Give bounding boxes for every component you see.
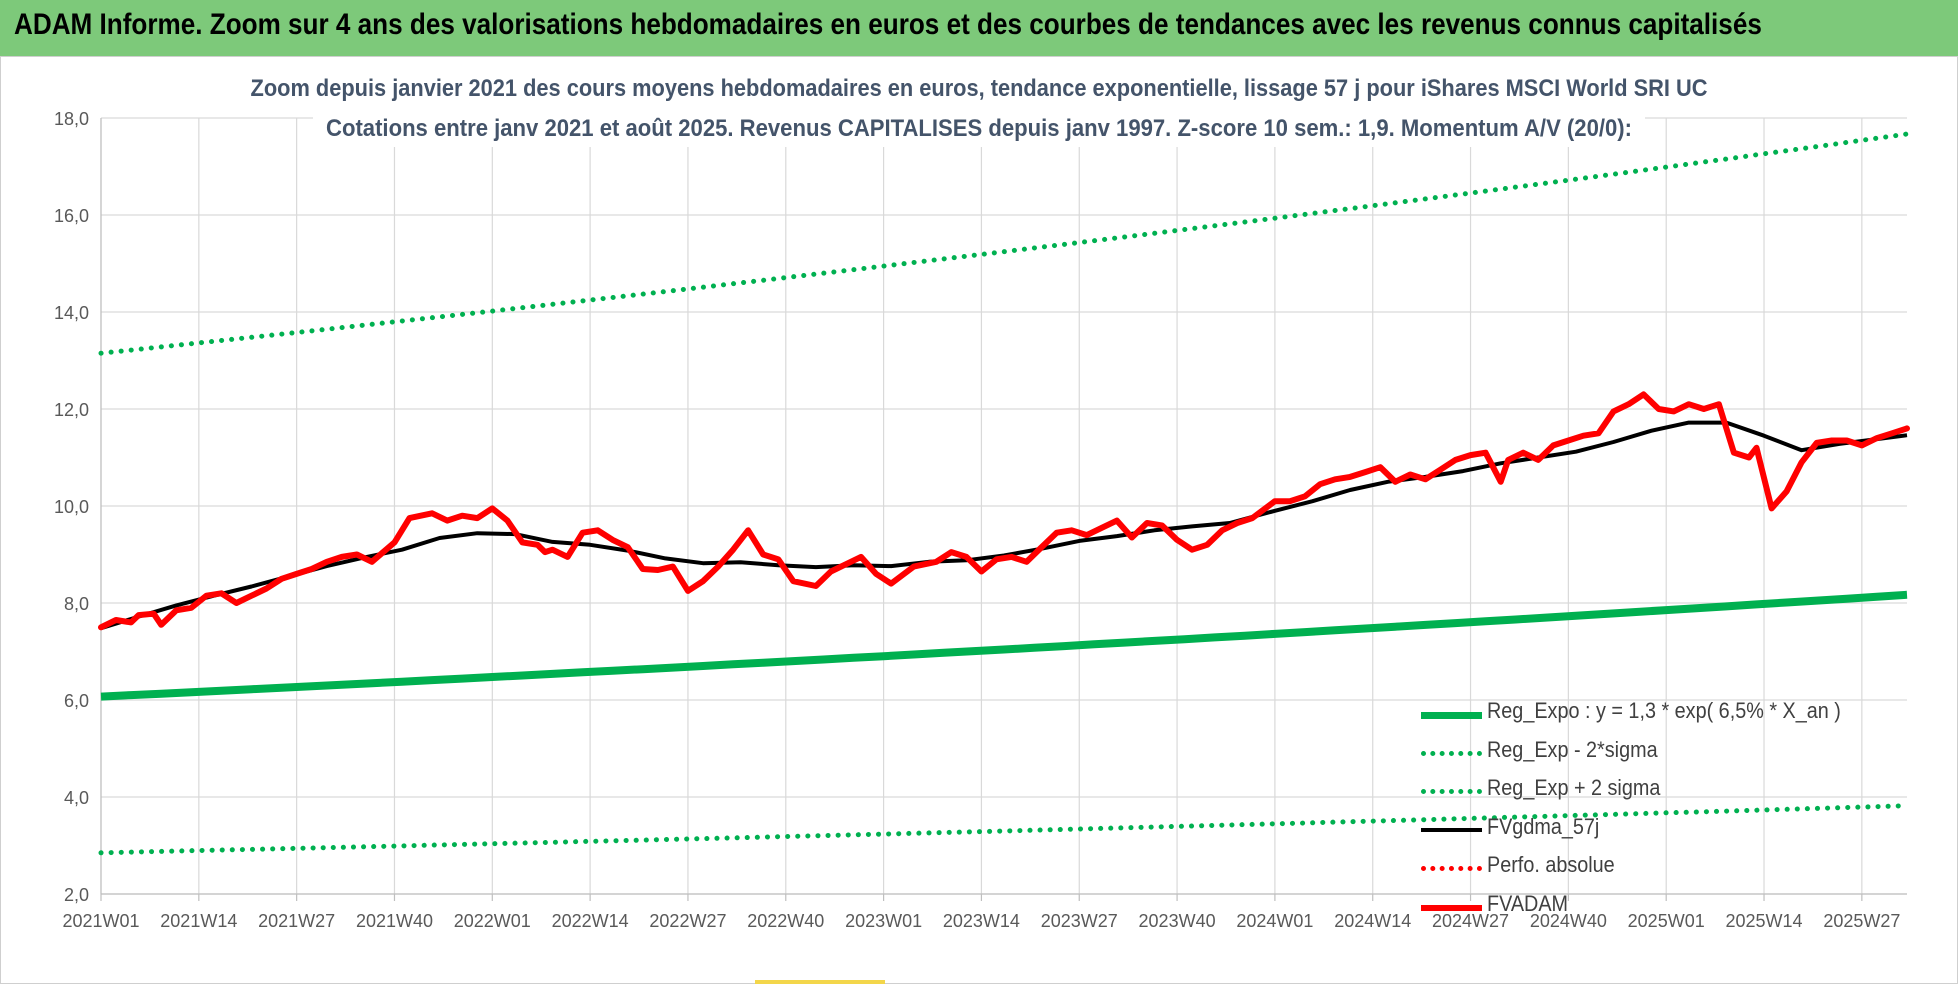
series-line-3 [98, 131, 1910, 356]
y-tick-label: 16,0 [54, 206, 89, 226]
legend-swatch [1421, 827, 1482, 832]
legend-swatch [1421, 789, 1482, 794]
y-tick-label: 14,0 [54, 303, 89, 323]
subtitle-backdrop [313, 109, 1645, 147]
x-tick-label: 2023W01 [845, 911, 922, 931]
chart-title: Zoom depuis janvier 2021 des cours moyen… [251, 75, 1708, 102]
x-tick-label: 2025W27 [1823, 911, 1900, 931]
bottom-accent-bar [755, 980, 885, 984]
y-tick-label: 10,0 [54, 497, 89, 517]
x-tick-label: 2023W40 [1139, 911, 1216, 931]
x-tick-label: 2022W01 [454, 911, 531, 931]
chart-labels: 2,0 4,0 6,0 8,0 10,0 12,0 14,0 16,0 18,0 2021W01 2… [54, 69, 1900, 931]
series-line-6 [98, 391, 1910, 631]
series-line-2 [98, 803, 1910, 856]
series-line-1 [100, 590, 1908, 701]
chart-axes [100, 118, 1907, 901]
y-tick-label: 6,0 [64, 691, 89, 711]
x-tick-label: 2022W40 [747, 911, 824, 931]
title-backdrop [241, 69, 1717, 107]
chart-subtitle: Cotations entre janv 2021 et août 2025. … [326, 115, 1632, 142]
legend-label: Reg_Exp + 2 sigma [1487, 775, 1661, 800]
y-tick-label: 18,0 [54, 109, 89, 129]
y-tick-label: 4,0 [64, 788, 89, 808]
x-tick-label: 2024W40 [1530, 911, 1607, 931]
legend-swatch [1421, 712, 1482, 719]
x-tick-label: 2024W14 [1334, 911, 1411, 931]
x-tick-label: 2021W14 [160, 911, 237, 931]
y-tick-label: 2,0 [64, 885, 89, 905]
chart-frame: 2,0 4,0 6,0 8,0 10,0 12,0 14,0 16,0 18,0 2021W01 2… [0, 56, 1958, 984]
legend-label: Reg_Exp - 2*sigma [1487, 736, 1658, 762]
y-tick-label: 12,0 [54, 400, 89, 420]
x-tick-label: 2022W27 [649, 911, 726, 931]
x-tick-label: 2022W14 [552, 911, 629, 931]
x-tick-label: 2025W01 [1628, 911, 1705, 931]
x-tick-label: 2024W01 [1236, 911, 1313, 931]
series-line-4 [100, 420, 1908, 631]
legend-label: Reg_Expo : y = 1,3 * exp( 6,5% * X_an ) [1487, 698, 1841, 723]
title-banner: ADAM Informe. Zoom sur 4 ans des valoris… [0, 0, 1958, 57]
legend-label: FVADAM [1487, 890, 1569, 916]
legend-swatch [1421, 750, 1482, 756]
chart-series [98, 131, 1910, 856]
x-tick-label: 2021W27 [258, 911, 335, 931]
legend-swatch [1421, 904, 1482, 911]
legend-swatch [1421, 866, 1482, 871]
x-tick-label: 2023W14 [943, 911, 1020, 931]
banner-title: ADAM Informe. Zoom sur 4 ans des valoris… [14, 8, 1762, 41]
legend-label: Perfo. absolue [1487, 852, 1615, 877]
x-tick-label: 2025W14 [1725, 911, 1802, 931]
y-tick-label: 8,0 [64, 594, 89, 614]
legend-label: FVgdma_57j [1487, 813, 1600, 839]
x-tick-label: 2021W01 [62, 911, 139, 931]
x-tick-label: 2024W27 [1432, 911, 1509, 931]
x-tick-label: 2023W27 [1041, 911, 1118, 931]
line-chart: 2,0 4,0 6,0 8,0 10,0 12,0 14,0 16,0 18,0 2021W01 2… [54, 69, 1910, 931]
x-tick-label: 2021W40 [356, 911, 433, 931]
